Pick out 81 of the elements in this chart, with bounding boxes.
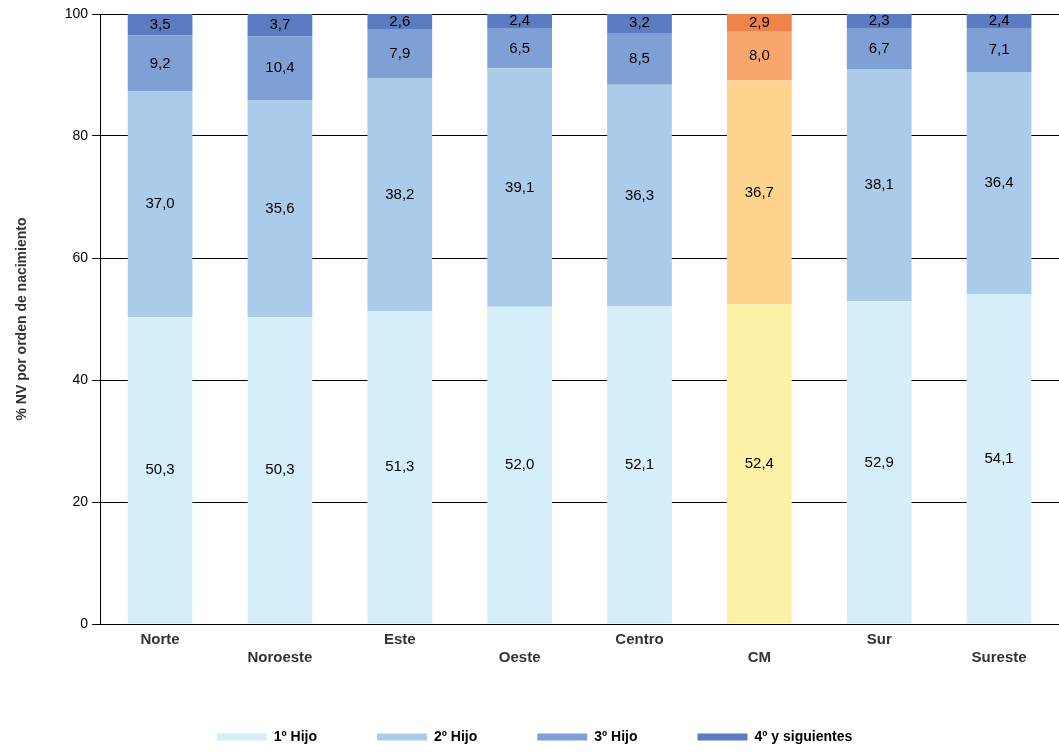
data-label: 38,2 — [385, 184, 415, 202]
bar — [727, 31, 792, 81]
y-tick-label: 20 — [72, 492, 89, 509]
bar — [247, 14, 313, 37]
bar — [966, 14, 1032, 29]
bar — [487, 28, 553, 69]
bar — [607, 84, 672, 307]
bar — [846, 301, 912, 624]
y-tick-label: 0 — [80, 614, 89, 631]
data-label: 6,7 — [868, 38, 890, 56]
bar — [607, 32, 672, 85]
bar — [727, 80, 792, 305]
bar — [966, 293, 1032, 624]
data-label: 52,4 — [744, 454, 774, 472]
x-tick-label: Norte — [140, 630, 180, 648]
data-label: 3,2 — [629, 13, 650, 31]
bar — [247, 100, 313, 318]
legend-label: 2º Hijo — [434, 727, 478, 744]
data-label: 9,2 — [149, 53, 171, 71]
legend-label: 1º Hijo — [273, 727, 318, 744]
bar — [727, 14, 792, 32]
data-label: 2,4 — [509, 11, 531, 29]
x-tick-label: Sureste — [971, 648, 1027, 666]
data-label: 7,9 — [389, 44, 411, 62]
bar — [846, 28, 912, 69]
data-label: 2,9 — [748, 12, 770, 30]
data-label: 50,3 — [265, 460, 295, 478]
data-label: 37,0 — [145, 194, 175, 212]
data-label: 3,5 — [149, 14, 171, 32]
x-tick-label: Oeste — [498, 648, 541, 666]
data-label: 35,6 — [265, 198, 295, 216]
x-tick-label: Noroeste — [247, 648, 313, 666]
bar — [127, 35, 193, 92]
data-label: 39,1 — [505, 177, 535, 195]
bar — [607, 14, 672, 33]
bar — [607, 306, 672, 624]
bar — [487, 14, 553, 29]
y-tick-label: 40 — [72, 370, 89, 387]
data-label: 52,1 — [624, 454, 655, 472]
data-label: 3,7 — [269, 15, 291, 33]
data-label: 7,1 — [988, 40, 1010, 58]
bar — [846, 68, 912, 302]
data-label: 6,5 — [509, 38, 531, 56]
bar — [966, 71, 1032, 294]
y-tick-label: 60 — [72, 248, 89, 265]
data-label: 36,7 — [744, 182, 774, 200]
y-axis-title: % NV por orden de nacimiento — [13, 217, 30, 421]
data-label: 36,3 — [624, 185, 655, 203]
bar — [487, 306, 553, 624]
data-label: 54,1 — [984, 448, 1014, 466]
data-label: 2,4 — [988, 11, 1010, 29]
data-label: 2,3 — [868, 11, 890, 29]
y-tick-label: 80 — [72, 126, 89, 143]
bar — [727, 304, 792, 624]
legend-label: 4º y siguientes — [754, 727, 853, 744]
x-tick-label: Este — [383, 630, 416, 648]
x-tick-label: Sur — [866, 630, 892, 648]
bar — [127, 91, 193, 318]
bar — [367, 14, 433, 30]
x-tick-label: CM — [747, 648, 772, 666]
data-label: 52,9 — [864, 452, 894, 470]
data-label: 8,5 — [629, 48, 650, 66]
data-label: 2,6 — [389, 12, 411, 30]
bar — [487, 68, 553, 307]
bar — [367, 29, 433, 79]
data-label: 38,1 — [864, 175, 894, 193]
x-tick-label: Centro — [615, 630, 664, 648]
bar — [367, 311, 433, 624]
bar — [966, 28, 1032, 72]
bar — [247, 36, 313, 101]
bar — [247, 317, 313, 624]
data-label: 51,3 — [385, 457, 415, 475]
y-tick-label: 100 — [64, 4, 89, 21]
bar — [367, 78, 433, 312]
data-label: 50,3 — [145, 460, 175, 478]
data-label: 8,0 — [748, 46, 770, 64]
bar — [127, 317, 193, 624]
data-label: 36,4 — [984, 173, 1014, 191]
data-label: 10,4 — [265, 58, 295, 76]
data-label: 52,0 — [505, 455, 535, 473]
legend-label: 3º Hijo — [594, 727, 638, 744]
